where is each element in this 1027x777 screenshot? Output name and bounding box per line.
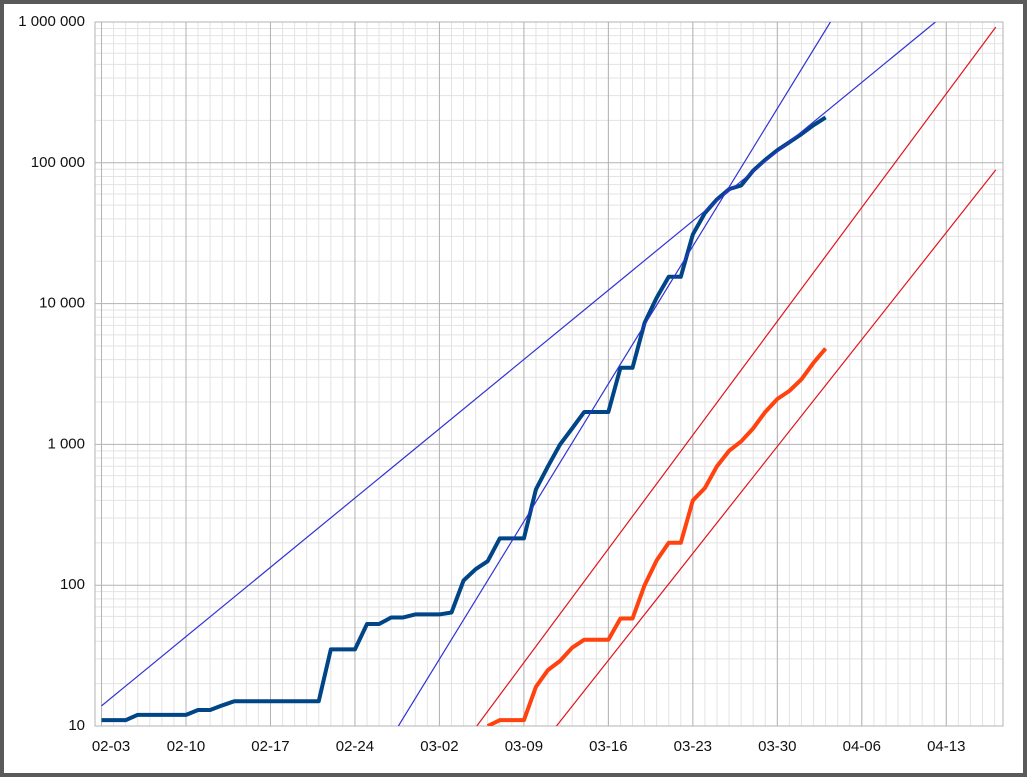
series-line <box>486 347 828 726</box>
series-line <box>556 169 997 726</box>
plot-series <box>101 22 997 726</box>
series-line <box>397 22 831 726</box>
x-tick-label: 03-02 <box>420 738 458 755</box>
y-tick-label: 100 000 <box>31 154 85 171</box>
background <box>4 4 1023 773</box>
x-tick-label: 03-30 <box>758 738 796 755</box>
x-tick-label: 04-13 <box>927 738 965 755</box>
x-tick-label: 03-16 <box>589 738 627 755</box>
y-tick-label: 1 000 <box>47 435 85 452</box>
series-line <box>101 22 936 707</box>
y-tick-label: 10 <box>68 717 85 734</box>
x-tick-label: 02-10 <box>167 738 205 755</box>
y-tick-label: 10 000 <box>39 295 85 312</box>
y-tick-label: 100 <box>60 576 85 593</box>
plot-frame <box>94 21 1004 727</box>
x-tick-label: 02-17 <box>251 738 289 755</box>
x-tick-label: 02-24 <box>336 738 374 755</box>
series-line <box>101 115 827 723</box>
x-tick-label: 02-03 <box>92 738 130 755</box>
x-tick-label: 03-23 <box>674 738 712 755</box>
x-tick-label: 04-06 <box>843 738 881 755</box>
x-tick-label: 03-09 <box>505 738 543 755</box>
series-line <box>476 26 997 726</box>
y-tick-label: 1 000 000 <box>18 13 85 30</box>
